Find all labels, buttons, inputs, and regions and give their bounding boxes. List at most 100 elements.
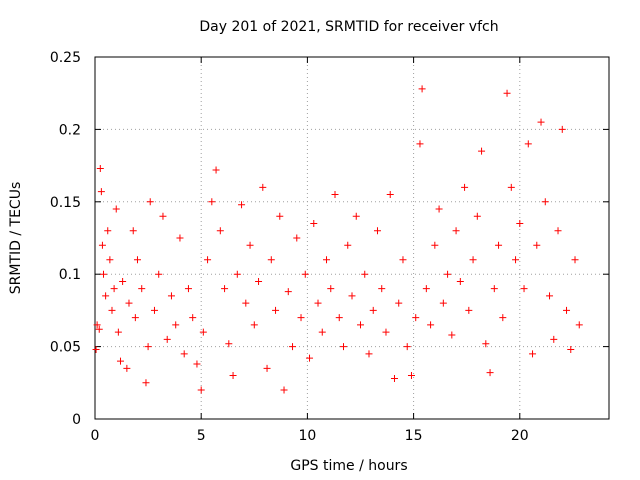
data-point [184,285,192,293]
data-point [142,379,150,387]
data-point [469,256,477,264]
data-point [193,360,201,368]
data-point [382,328,390,336]
data-point [567,345,575,353]
data-point [314,299,322,307]
data-point [473,212,481,220]
data-point [331,191,339,199]
data-point [123,364,131,372]
data-point [327,285,335,293]
data-point [456,277,464,285]
y-tick-label: 0.15 [50,195,81,211]
data-point [255,277,263,285]
data-point [216,227,224,235]
data-point [172,321,180,329]
data-point [131,314,139,322]
data-point [361,270,369,278]
data-point [546,292,554,300]
data-point [176,234,184,242]
data-point [373,227,381,235]
data-point [225,340,233,348]
data-point [98,241,106,249]
data-point [422,285,430,293]
data-point [439,299,447,307]
data-point [503,89,511,97]
data-point [365,350,373,358]
data-point [490,285,498,293]
data-point [293,234,301,242]
data-point [180,350,188,358]
data-point [554,227,562,235]
data-point [461,183,469,191]
data-point [399,256,407,264]
data-point [95,325,103,333]
data-point [208,198,216,206]
y-tick-label: 0.25 [50,50,81,66]
data-point [238,201,246,209]
data-point [155,270,163,278]
data-point [93,321,101,329]
data-point [108,306,116,314]
data-point [516,220,524,228]
data-point [284,288,292,296]
data-point [104,227,112,235]
data-point [575,321,583,329]
data-point [386,191,394,199]
data-point [272,306,280,314]
data-point [233,270,241,278]
data-point [250,321,258,329]
data-point [507,183,515,191]
data-point [558,125,566,133]
data-point [92,345,100,353]
data-point [529,350,537,358]
data-point [512,256,520,264]
data-point [259,183,267,191]
data-point [119,277,127,285]
data-point [138,285,146,293]
data-point [448,331,456,339]
data-point [189,314,197,322]
data-point [533,241,541,249]
data-point [318,328,326,336]
data-point [465,306,473,314]
data-point [129,227,137,235]
data-point [431,241,439,249]
data-point [276,212,284,220]
data-point [280,386,288,394]
data-point [520,285,528,293]
data-point [310,220,318,228]
data-point [335,314,343,322]
data-point [263,364,271,372]
data-point [427,321,435,329]
x-tick-label: 15 [405,428,423,444]
x-tick-label: 20 [511,428,529,444]
x-tick-label: 0 [91,428,100,444]
chart-title: Day 201 of 2021, SRMTID for receiver vfc… [199,19,498,35]
data-point [378,285,386,293]
data-point [369,306,377,314]
data-point [418,85,426,93]
data-points [92,85,583,394]
data-point [390,374,398,382]
data-point [323,256,331,264]
data-point [199,328,207,336]
x-tick-label: 10 [298,428,316,444]
x-axis-label: GPS time / hours [290,458,407,474]
data-point [352,212,360,220]
data-point [571,256,579,264]
plot-frame [94,56,610,420]
data-point [444,270,452,278]
data-point [495,241,503,249]
data-point [163,335,171,343]
data-point [197,386,205,394]
data-point [246,241,254,249]
data-point [452,227,460,235]
data-point [133,256,141,264]
data-point [340,343,348,351]
data-point [204,256,212,264]
data-point [212,166,220,174]
y-axis-label: SRMTID / TECUs [8,182,24,295]
data-point [114,328,122,336]
data-point [403,343,411,351]
